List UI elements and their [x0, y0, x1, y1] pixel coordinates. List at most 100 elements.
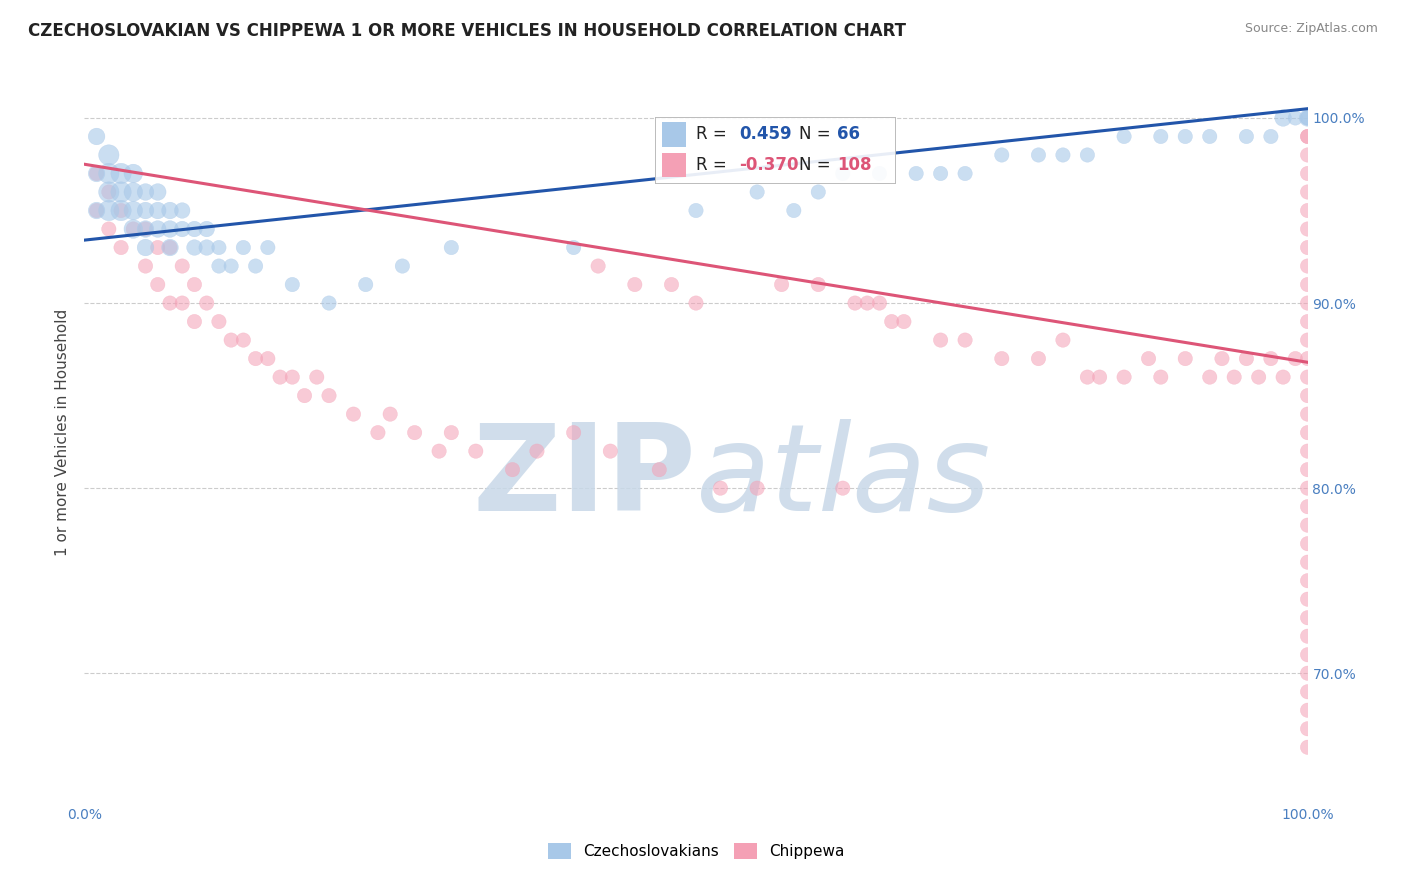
Text: 108: 108: [838, 156, 872, 174]
Point: [1052, 333, 1074, 347]
Point: [440, 425, 463, 440]
Point: [159, 203, 181, 218]
Point: [1236, 351, 1258, 366]
Point: [1296, 425, 1319, 440]
Point: [1296, 111, 1319, 125]
Point: [1296, 666, 1319, 681]
Point: [195, 240, 218, 254]
Point: [1296, 611, 1319, 625]
Point: [318, 388, 340, 402]
Point: [1260, 351, 1282, 366]
Point: [783, 203, 806, 218]
Point: [1296, 629, 1319, 643]
Point: [97, 148, 120, 162]
Point: [1296, 388, 1319, 402]
Point: [893, 314, 915, 328]
Point: [464, 444, 486, 458]
Point: [1296, 296, 1319, 310]
Point: [86, 166, 108, 180]
Point: [110, 185, 132, 199]
Point: [1296, 722, 1319, 736]
Point: [97, 203, 120, 218]
Point: [208, 314, 231, 328]
Point: [294, 388, 316, 402]
Point: [1198, 370, 1220, 384]
Point: [305, 370, 328, 384]
Point: [172, 203, 194, 218]
Point: [110, 203, 132, 218]
Point: [281, 277, 304, 292]
Point: [1284, 111, 1306, 125]
Point: [1296, 259, 1319, 273]
Point: [172, 296, 194, 310]
Point: [367, 425, 389, 440]
Point: [219, 333, 242, 347]
Point: [599, 444, 621, 458]
Point: [831, 166, 853, 180]
Point: [1114, 129, 1136, 144]
Point: [391, 259, 413, 273]
Point: [1028, 148, 1050, 162]
Point: [1076, 370, 1098, 384]
Bar: [662, 122, 686, 146]
Text: -0.370: -0.370: [740, 156, 799, 174]
Text: N =: N =: [799, 125, 831, 144]
Point: [110, 166, 132, 180]
Point: [1296, 462, 1319, 476]
Point: [685, 203, 707, 218]
Point: [146, 203, 169, 218]
Point: [991, 148, 1014, 162]
Point: [404, 425, 426, 440]
Point: [86, 166, 108, 180]
Point: [427, 444, 450, 458]
Text: 66: 66: [838, 125, 860, 144]
Point: [1247, 370, 1270, 384]
Point: [208, 259, 231, 273]
Point: [1296, 240, 1319, 254]
Point: [1114, 370, 1136, 384]
Point: [1296, 648, 1319, 662]
Point: [661, 277, 683, 292]
Point: [172, 259, 194, 273]
Point: [122, 166, 145, 180]
Point: [1296, 536, 1319, 550]
Point: [232, 333, 254, 347]
Point: [1052, 148, 1074, 162]
Point: [122, 203, 145, 218]
Text: atlas: atlas: [696, 418, 991, 535]
Point: [440, 240, 463, 254]
Point: [86, 203, 108, 218]
Point: [1296, 703, 1319, 717]
Point: [770, 277, 793, 292]
Point: [905, 166, 928, 180]
Point: [86, 203, 108, 218]
Legend: Czechoslovakians, Chippewa: Czechoslovakians, Chippewa: [541, 838, 851, 865]
Point: [342, 407, 364, 421]
Point: [747, 481, 769, 495]
Point: [195, 296, 218, 310]
Point: [97, 222, 120, 236]
Point: [122, 222, 145, 236]
Point: [1028, 351, 1050, 366]
Point: [929, 333, 952, 347]
Point: [953, 166, 976, 180]
Point: [172, 222, 194, 236]
Point: [1296, 111, 1319, 125]
Text: 0.459: 0.459: [740, 125, 792, 144]
Point: [232, 240, 254, 254]
Point: [269, 370, 291, 384]
Point: [991, 351, 1014, 366]
Point: [807, 185, 830, 199]
Point: [245, 351, 267, 366]
Point: [807, 277, 830, 292]
Point: [183, 277, 205, 292]
Text: R =: R =: [696, 156, 727, 174]
Point: [146, 240, 169, 254]
Point: [1296, 111, 1319, 125]
Point: [208, 240, 231, 254]
Point: [624, 277, 647, 292]
Point: [122, 222, 145, 236]
Point: [97, 185, 120, 199]
Point: [1296, 185, 1319, 199]
Point: [562, 425, 585, 440]
